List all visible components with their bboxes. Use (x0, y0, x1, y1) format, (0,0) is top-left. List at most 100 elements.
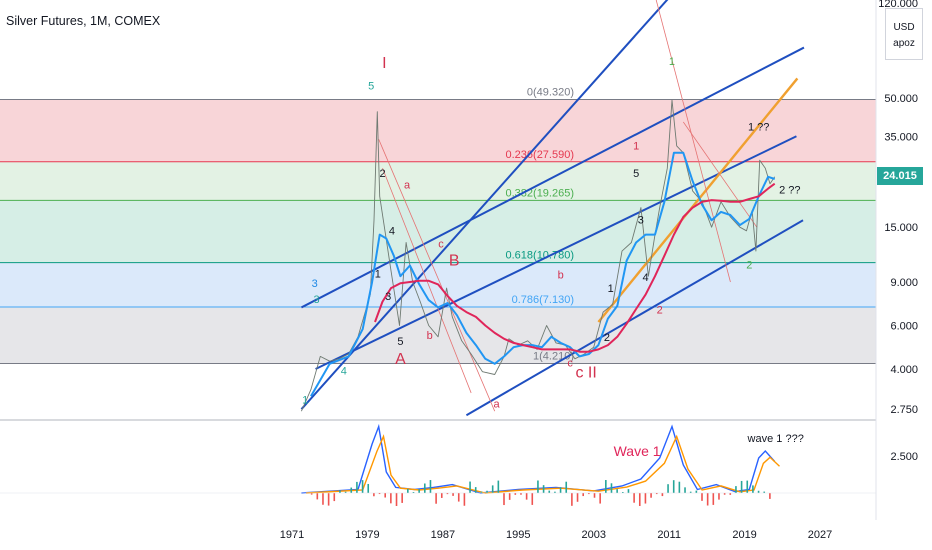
histogram-bar (525, 493, 528, 500)
y-tick-4: 9.000 (890, 277, 918, 289)
histogram-bar (701, 493, 703, 501)
histogram-bar (655, 493, 658, 495)
series-line-2 (374, 182, 776, 353)
wave-label-30: 2 (746, 260, 752, 272)
histogram-bar (463, 493, 466, 506)
series-line-0 (300, 99, 776, 412)
fib-label-0: 0(49.320) (527, 86, 574, 98)
histogram-bar (633, 493, 635, 503)
x-tick-5: 2011 (657, 529, 681, 541)
x-tick-6: 2019 (732, 529, 756, 541)
histogram-bar (565, 481, 568, 493)
histogram-bar (571, 493, 573, 506)
wave-label-2: 2 (379, 168, 385, 180)
histogram-bar (684, 487, 686, 493)
histogram-bar (712, 493, 715, 505)
histogram-bar (356, 481, 358, 493)
histogram-bar (610, 483, 613, 493)
x-tick-7: 2027 (808, 529, 832, 541)
histogram-bar (418, 489, 420, 493)
histogram-bar (729, 493, 732, 495)
wave-label-10: A (395, 351, 406, 368)
histogram-bar (508, 493, 511, 500)
currency-box[interactable]: USD apoz (885, 8, 923, 60)
histogram-bar (531, 493, 534, 505)
fib-zones (0, 99, 876, 364)
wave-label-19: c II (575, 364, 596, 381)
histogram-bar (446, 493, 449, 495)
histogram-bar (322, 493, 324, 505)
fib-label-1: 0.236(27.590) (506, 149, 575, 161)
x-tick-3: 1995 (506, 529, 530, 541)
histogram-bar (661, 493, 664, 497)
wave-label-5: c (438, 239, 444, 251)
histogram-bar (559, 487, 562, 493)
last-price-tag: 24.015 (877, 167, 923, 185)
wave-label-27: 1 (669, 56, 675, 68)
histogram-bar (735, 486, 737, 493)
histogram-bar (667, 484, 669, 493)
histogram-bar (520, 493, 522, 495)
histogram-bar (424, 483, 426, 493)
histogram-bar (638, 493, 641, 506)
histogram-bar (616, 489, 618, 493)
wave-label-11: b (427, 330, 433, 342)
histogram-bar (373, 493, 375, 497)
histogram-bar (706, 493, 709, 506)
histogram-bar (497, 480, 500, 493)
histogram-bar (339, 490, 341, 493)
histogram-bar (627, 489, 630, 493)
channel-line-3 (465, 219, 804, 417)
histogram-bar (412, 491, 415, 493)
histogram-bar (678, 481, 681, 493)
wave-label-14: 4 (341, 366, 347, 378)
histogram-bar (588, 493, 590, 495)
histogram-bar (503, 493, 505, 506)
wave-label-15: 1 (302, 395, 308, 407)
channel-line-2 (315, 135, 797, 370)
wave-label-22: 3 (638, 215, 644, 227)
histogram-bar (650, 493, 652, 498)
histogram-bar (452, 493, 454, 496)
x-axis-ticks: 1971 1979 1987 1995 2003 2011 2019 2027 (280, 529, 832, 541)
histogram-bar (491, 485, 494, 493)
histogram-bar (435, 493, 437, 504)
histogram-bar (757, 490, 760, 493)
y-tick-2: 35.000 (884, 131, 918, 143)
y-axis-ticks: 120.000 50.000 35.000 15.000 9.000 6.000 4.000… (878, 0, 918, 463)
histogram-bar (390, 493, 392, 504)
histogram-bar (769, 493, 771, 499)
oscillator-line-1 (306, 434, 780, 494)
histogram-bar (537, 480, 539, 493)
histogram-bar (378, 493, 381, 495)
y-tick-5: 6.000 (890, 320, 918, 332)
histogram-bar (548, 490, 551, 493)
histogram-bar (599, 493, 601, 504)
histogram-bar (740, 480, 743, 493)
histogram-bar (718, 493, 720, 500)
fib-label-2: 0.382(19.265) (506, 187, 575, 199)
histogram-bar (327, 493, 330, 506)
histogram-bar (542, 485, 545, 493)
histogram-bar (474, 487, 477, 493)
histogram-bar (582, 493, 584, 497)
x-tick-0: 1971 (280, 529, 304, 541)
y-tick-6: 4.000 (890, 364, 918, 376)
price-series (300, 99, 776, 412)
histogram-bar (576, 493, 579, 502)
histogram-bar (672, 480, 675, 493)
histogram-bar (333, 493, 336, 502)
series-line-1 (310, 151, 776, 397)
histogram-bar (752, 485, 754, 493)
histogram-bar (486, 490, 488, 493)
wave-label-23: 4 (643, 272, 649, 284)
wave-label-20: 1 (608, 283, 614, 295)
histogram-bar (316, 493, 319, 500)
histogram-bar (457, 493, 460, 502)
fib-zone-1 (0, 161, 876, 201)
histogram-bar (384, 493, 386, 498)
scale-button[interactable]: apoz (893, 38, 915, 49)
histogram-bar (480, 491, 483, 493)
